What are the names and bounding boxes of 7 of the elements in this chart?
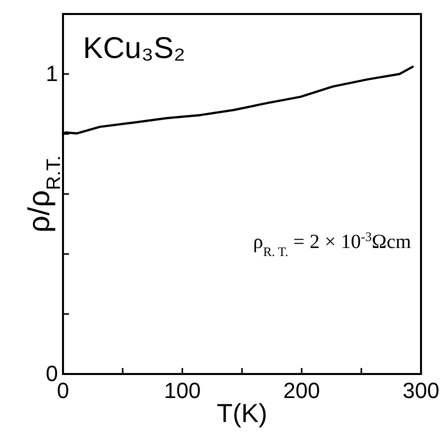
- x-axis-title: T(K): [216, 398, 268, 428]
- text: KCu₃S₂: [83, 32, 186, 65]
- annotation: ρ$_{R. T.}$ = 2 × 10$^{-3}$Ωcm: [253, 228, 412, 258]
- y-tick-label: 1: [46, 61, 58, 86]
- x-tick-label: 100: [164, 378, 201, 403]
- x-tick-label: 300: [402, 378, 440, 403]
- x-tick-label: 200: [283, 378, 320, 403]
